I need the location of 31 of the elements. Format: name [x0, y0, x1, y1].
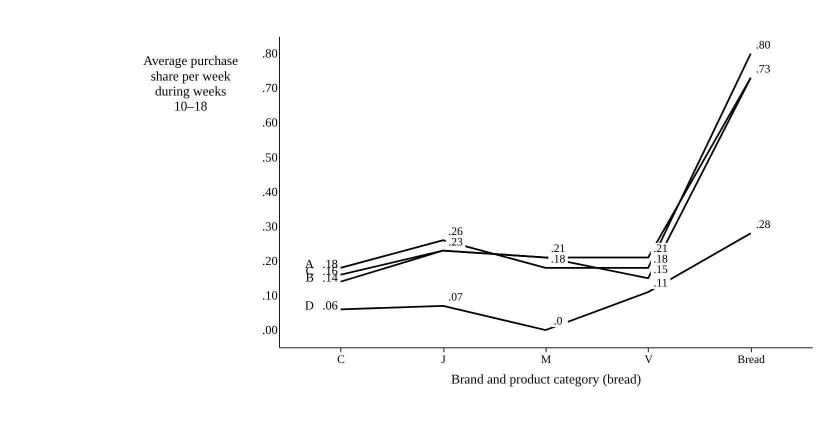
y-tick-label: .10 [262, 288, 278, 303]
y-tick-label: .60 [262, 116, 278, 130]
data-label: .21 [653, 243, 668, 256]
data-label: .18 [550, 254, 566, 266]
text: D [304, 298, 314, 312]
y-tick-label: .20 [262, 254, 278, 268]
data-label: .06 [322, 298, 338, 312]
x-tick-label: V [644, 354, 654, 366]
data-label: .73 [756, 63, 771, 76]
data-label: .26 [448, 226, 463, 238]
x-tick-label: C [337, 354, 346, 366]
x-tick-label: J [441, 354, 446, 366]
y-tick-label: .30 [262, 219, 278, 234]
y-tick-label: .40 [262, 184, 278, 199]
data-label: .80 [756, 39, 771, 52]
data-label: .11 [654, 278, 668, 290]
x-axis-title: Brand and product category (bread) [451, 371, 642, 386]
data-label: .23 [448, 236, 463, 248]
y-axis-title: Average purchase share per week during weeks 10–18 [143, 53, 238, 114]
data-label: .15 [653, 264, 668, 276]
y-tick-label: .80 [262, 46, 278, 61]
data-label: .21 [550, 243, 566, 256]
y-tick-label: .70 [262, 81, 278, 96]
y-tick-label: .50 [262, 150, 278, 164]
x-tick-label: M [540, 354, 552, 366]
data-label: .28 [756, 218, 771, 231]
x-tick-label: Bread [737, 354, 766, 366]
data-label: .0 [554, 316, 563, 328]
data-label: .18 [653, 254, 668, 266]
data-label: .07 [448, 292, 463, 304]
y-tick-label: .00 [262, 323, 278, 338]
